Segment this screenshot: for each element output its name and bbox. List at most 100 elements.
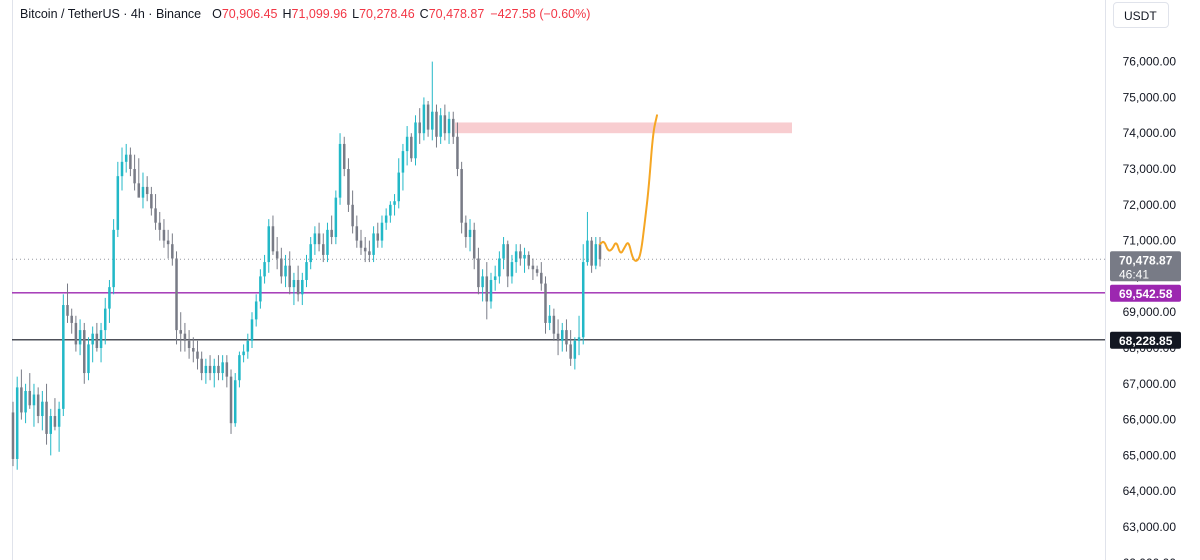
- candle-body: [506, 244, 510, 277]
- candle: [259, 269, 262, 309]
- candle-body: [460, 169, 463, 223]
- candle-body: [334, 197, 338, 238]
- candle: [363, 237, 367, 263]
- candle: [11, 401, 15, 467]
- candle-body: [103, 308, 107, 331]
- candle: [263, 254, 266, 284]
- candle: [49, 408, 52, 456]
- candle: [393, 194, 396, 216]
- candle: [531, 258, 535, 280]
- candle: [280, 247, 283, 284]
- candle-body: [531, 265, 535, 270]
- candle: [309, 237, 312, 270]
- candle: [422, 97, 426, 141]
- candle-body: [573, 340, 577, 359]
- candle: [334, 190, 338, 245]
- candle: [284, 254, 287, 288]
- candle-body: [78, 330, 82, 345]
- candle: [414, 115, 417, 166]
- y-tick-label: 63,000.00: [1123, 520, 1177, 534]
- candle: [506, 240, 510, 288]
- candle-body: [313, 233, 317, 245]
- candle: [447, 111, 451, 144]
- candle: [523, 247, 526, 273]
- currency-unit-button[interactable]: USDT: [1113, 2, 1169, 28]
- black-level-tag-bg: [1110, 331, 1181, 349]
- purple-level-tag-bg: [1110, 284, 1181, 302]
- candle: [577, 315, 581, 356]
- candle-body: [418, 122, 421, 134]
- candle-body: [99, 330, 103, 348]
- y-tick-label: 66,000.00: [1123, 413, 1177, 427]
- candle: [242, 344, 245, 363]
- candle-body: [15, 387, 19, 459]
- candle: [317, 222, 321, 252]
- candle: [20, 369, 23, 420]
- candle: [162, 219, 166, 248]
- symbol-title[interactable]: Bitcoin / TetherUS · 4h · Binance: [20, 7, 202, 21]
- change-value: −427.58 (−0.60%): [490, 7, 591, 21]
- low-value: 70,278.46: [359, 7, 415, 21]
- candle: [410, 133, 413, 162]
- candle-body: [363, 247, 367, 252]
- candle: [598, 237, 602, 267]
- candle: [485, 262, 489, 320]
- candle: [271, 215, 275, 255]
- candle: [217, 355, 220, 381]
- candle-body: [141, 186, 145, 198]
- candle-body: [83, 330, 86, 374]
- candle-body: [187, 340, 191, 348]
- candle: [573, 337, 577, 370]
- candle: [565, 319, 568, 352]
- candle-body: [544, 283, 547, 323]
- candle-body: [598, 243, 602, 260]
- candle-body: [481, 276, 484, 288]
- candle-body: [242, 351, 245, 356]
- candle: [540, 262, 543, 291]
- candle-body: [53, 416, 57, 427]
- candle-body: [351, 204, 354, 227]
- candle-body: [221, 362, 224, 374]
- y-tick-label: 76,000.00: [1123, 55, 1177, 69]
- candle: [384, 208, 388, 230]
- candle: [233, 373, 237, 427]
- candle-body: [225, 362, 229, 377]
- candle-body: [493, 276, 497, 280]
- open-value: 70,906.45: [221, 7, 278, 21]
- candle-body: [548, 315, 551, 323]
- candle: [556, 319, 560, 356]
- candle: [581, 244, 585, 345]
- candle-body: [447, 118, 451, 134]
- purple-level-tag-text: 69,542.58: [1119, 287, 1173, 301]
- candle-body: [586, 240, 589, 263]
- candle: [183, 322, 187, 352]
- candle: [28, 373, 32, 409]
- candle-body: [200, 358, 203, 374]
- candle: [548, 305, 551, 331]
- candle: [192, 337, 195, 363]
- candle-body: [376, 233, 380, 241]
- candle: [389, 201, 392, 223]
- candle: [171, 233, 174, 266]
- candle-body: [41, 401, 44, 417]
- candle: [129, 147, 132, 177]
- candle-body: [565, 330, 568, 345]
- candle-body: [32, 394, 36, 406]
- candle-body: [175, 258, 178, 331]
- candle: [519, 244, 522, 266]
- candle-body: [166, 240, 170, 245]
- candle: [586, 211, 589, 266]
- candle: [313, 226, 317, 255]
- candle: [590, 237, 593, 273]
- candle-body: [347, 169, 350, 205]
- candle-body: [594, 244, 598, 266]
- candle: [301, 272, 304, 306]
- candle: [99, 322, 103, 363]
- candle-body: [217, 365, 220, 374]
- candle: [342, 136, 346, 177]
- candle-body: [527, 254, 530, 266]
- candle: [435, 104, 438, 148]
- candle-body: [120, 161, 124, 177]
- high-label: H: [282, 7, 292, 21]
